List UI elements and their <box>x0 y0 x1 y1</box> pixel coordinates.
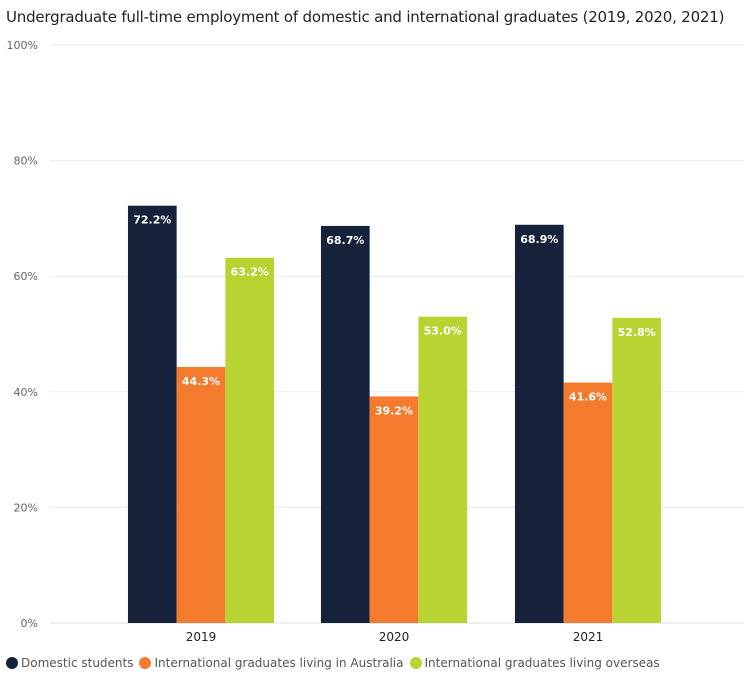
legend-item[interactable]: International graduates living overseas <box>409 656 660 670</box>
data-label: 68.7% <box>326 234 364 247</box>
chart-title: Undergraduate full-time employment of do… <box>6 8 725 26</box>
legend-label: Domestic students <box>21 656 134 670</box>
y-tick-label: 60% <box>14 270 38 283</box>
data-label: 53.0% <box>424 325 462 338</box>
legend-dot-icon <box>409 657 422 669</box>
legend-dot-icon <box>6 657 18 669</box>
bar <box>127 205 177 623</box>
legend: Domestic students International graduates… <box>6 656 666 670</box>
bar <box>320 225 370 623</box>
bar <box>612 317 662 623</box>
y-tick-label: 100% <box>7 39 38 52</box>
x-tick-label: 2020 <box>379 630 410 644</box>
bar <box>514 224 564 623</box>
bar <box>225 257 275 623</box>
data-label: 39.2% <box>375 404 413 417</box>
data-label: 68.9% <box>520 233 558 246</box>
legend-item[interactable]: Domestic students <box>6 656 133 670</box>
bar <box>418 316 468 623</box>
x-tick-label: 2021 <box>573 630 604 644</box>
data-label: 44.3% <box>182 375 220 388</box>
x-tick-label: 2019 <box>186 630 217 644</box>
bar <box>369 396 419 623</box>
data-label: 72.2% <box>133 214 171 227</box>
y-tick-label: 20% <box>14 501 38 514</box>
legend-label: International graduates living overseas <box>424 656 660 670</box>
bar <box>563 382 613 623</box>
legend-dot-icon <box>139 657 152 669</box>
y-tick-label: 0% <box>21 617 38 630</box>
data-label: 52.8% <box>618 326 656 339</box>
data-label: 63.2% <box>231 266 269 279</box>
data-label: 41.6% <box>569 391 607 404</box>
legend-label: International graduates living in Austra… <box>154 656 404 670</box>
y-tick-label: 80% <box>14 155 38 168</box>
bar <box>176 366 226 623</box>
legend-item[interactable]: International graduates living in Austra… <box>139 656 404 670</box>
y-tick-label: 40% <box>14 386 38 399</box>
